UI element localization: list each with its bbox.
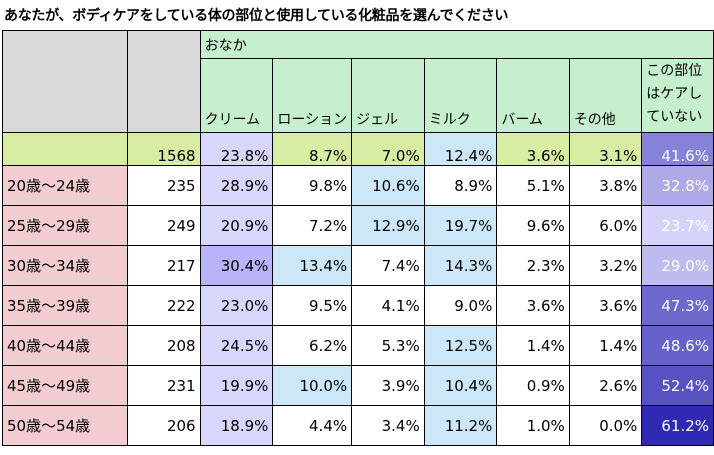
value-cell: 14.3% xyxy=(423,245,498,286)
row-count: 1568 xyxy=(127,132,201,166)
value-cell: 7.0% xyxy=(351,132,425,166)
row-label: 35歳～39歳 xyxy=(1,285,129,326)
value-cell: 18.9% xyxy=(199,405,274,446)
value-cell: 3.1% xyxy=(568,132,643,166)
group-header: おなか xyxy=(199,30,714,59)
value-cell: 8.7% xyxy=(272,132,353,166)
value-cell: 8.9% xyxy=(423,165,498,206)
value-cell: 10.0% xyxy=(272,365,353,406)
cross-tab-table: おなか クリーム ローション ジェル ミルク バーム その他 この部位はケアしていない 1568… xyxy=(1,30,714,446)
value-cell: 12.4% xyxy=(423,132,498,166)
row-count: 222 xyxy=(127,285,201,326)
value-cell: 13.4% xyxy=(272,245,353,286)
age-row: 20歳～24歳 235 28.9% 9.8% 10.6% 8.9% 5.1% 3.8% 32.8… xyxy=(1,165,714,206)
value-cell: 23.8% xyxy=(199,132,274,166)
column-header: ローション xyxy=(272,58,353,133)
row-label: 20歳～24歳 xyxy=(1,165,129,206)
value-cell: 5.1% xyxy=(496,165,570,206)
column-header: ジェル xyxy=(351,58,425,133)
figure-title: あなたが、ボディケアをしている体の部位と使用している化粧品を選んでください xyxy=(4,8,509,24)
age-row: 40歳～44歳 208 24.5% 6.2% 5.3% 12.5% 1.4% 1.4% 48.6… xyxy=(1,325,714,366)
value-cell: 20.9% xyxy=(199,205,274,246)
value-cell: 6.2% xyxy=(272,325,353,366)
value-cell: 2.6% xyxy=(568,365,643,406)
row-label: 45歳～49歳 xyxy=(1,365,129,406)
row-count: 206 xyxy=(127,405,201,446)
column-header: ミルク xyxy=(423,58,498,133)
age-row: 45歳～49歳 231 19.9% 10.0% 3.9% 10.4% 0.9% 2.6% 52.… xyxy=(1,365,714,406)
value-cell: 1.4% xyxy=(568,325,643,366)
column-header: バーム xyxy=(496,58,570,133)
age-row: 50歳～54歳 206 18.9% 4.4% 3.4% 11.2% 1.0% 0.0% 61.2… xyxy=(1,405,714,446)
value-cell: 1.4% xyxy=(496,325,570,366)
value-cell: 29.0% xyxy=(641,245,714,286)
column-header: この部位はケアしていない xyxy=(641,58,714,133)
age-row: 35歳～39歳 222 23.0% 9.5% 4.1% 9.0% 3.6% 3.6% 47.3% xyxy=(1,285,714,326)
value-cell: 4.1% xyxy=(351,285,425,326)
value-cell: 3.6% xyxy=(568,285,643,326)
value-cell: 9.6% xyxy=(496,205,570,246)
row-count: 231 xyxy=(127,365,201,406)
value-cell: 3.9% xyxy=(351,365,425,406)
value-cell: 48.6% xyxy=(641,325,714,366)
value-cell: 19.7% xyxy=(423,205,498,246)
value-cell: 3.4% xyxy=(351,405,425,446)
value-cell: 7.4% xyxy=(351,245,425,286)
row-label: 40歳～44歳 xyxy=(1,325,129,366)
value-cell: 11.2% xyxy=(423,405,498,446)
value-cell: 10.6% xyxy=(351,165,425,206)
value-cell: 5.3% xyxy=(351,325,425,366)
total-row: 1568 23.8% 8.7% 7.0% 12.4% 3.6% 3.1% 41.6% xyxy=(1,132,714,166)
age-row: 25歳～29歳 249 20.9% 7.2% 12.9% 19.7% 9.6% 6.0% 23.… xyxy=(1,205,714,246)
value-cell: 3.8% xyxy=(568,165,643,206)
value-cell: 10.4% xyxy=(423,365,498,406)
row-count: 235 xyxy=(127,165,201,206)
column-header: その他 xyxy=(568,58,643,133)
value-cell: 7.2% xyxy=(272,205,353,246)
value-cell: 52.4% xyxy=(641,365,714,406)
value-cell: 24.5% xyxy=(199,325,274,366)
header-blank-label xyxy=(1,30,129,133)
column-header: クリーム xyxy=(199,58,274,133)
row-label: 50歳～54歳 xyxy=(1,405,129,446)
value-cell: 19.9% xyxy=(199,365,274,406)
row-count: 249 xyxy=(127,205,201,246)
row-label xyxy=(1,132,129,166)
row-count: 208 xyxy=(127,325,201,366)
age-row: 30歳～34歳 217 30.4% 13.4% 7.4% 14.3% 2.3% 3.2% 29.… xyxy=(1,245,714,286)
value-cell: 12.9% xyxy=(351,205,425,246)
value-cell: 47.3% xyxy=(641,285,714,326)
value-cell: 9.0% xyxy=(423,285,498,326)
value-cell: 2.3% xyxy=(496,245,570,286)
row-label: 30歳～34歳 xyxy=(1,245,129,286)
value-cell: 3.6% xyxy=(496,132,570,166)
value-cell: 3.6% xyxy=(496,285,570,326)
value-cell: 1.0% xyxy=(496,405,570,446)
value-cell: 23.7% xyxy=(641,205,714,246)
row-count: 217 xyxy=(127,245,201,286)
value-cell: 9.5% xyxy=(272,285,353,326)
value-cell: 0.0% xyxy=(568,405,643,446)
row-label: 25歳～29歳 xyxy=(1,205,129,246)
value-cell: 4.4% xyxy=(272,405,353,446)
header-blank-n xyxy=(127,30,201,133)
value-cell: 32.8% xyxy=(641,165,714,206)
value-cell: 23.0% xyxy=(199,285,274,326)
value-cell: 12.5% xyxy=(423,325,498,366)
value-cell: 41.6% xyxy=(641,132,714,166)
value-cell: 61.2% xyxy=(641,405,714,446)
value-cell: 28.9% xyxy=(199,165,274,206)
value-cell: 3.2% xyxy=(568,245,643,286)
value-cell: 0.9% xyxy=(496,365,570,406)
value-cell: 30.4% xyxy=(199,245,274,286)
value-cell: 6.0% xyxy=(568,205,643,246)
value-cell: 9.8% xyxy=(272,165,353,206)
